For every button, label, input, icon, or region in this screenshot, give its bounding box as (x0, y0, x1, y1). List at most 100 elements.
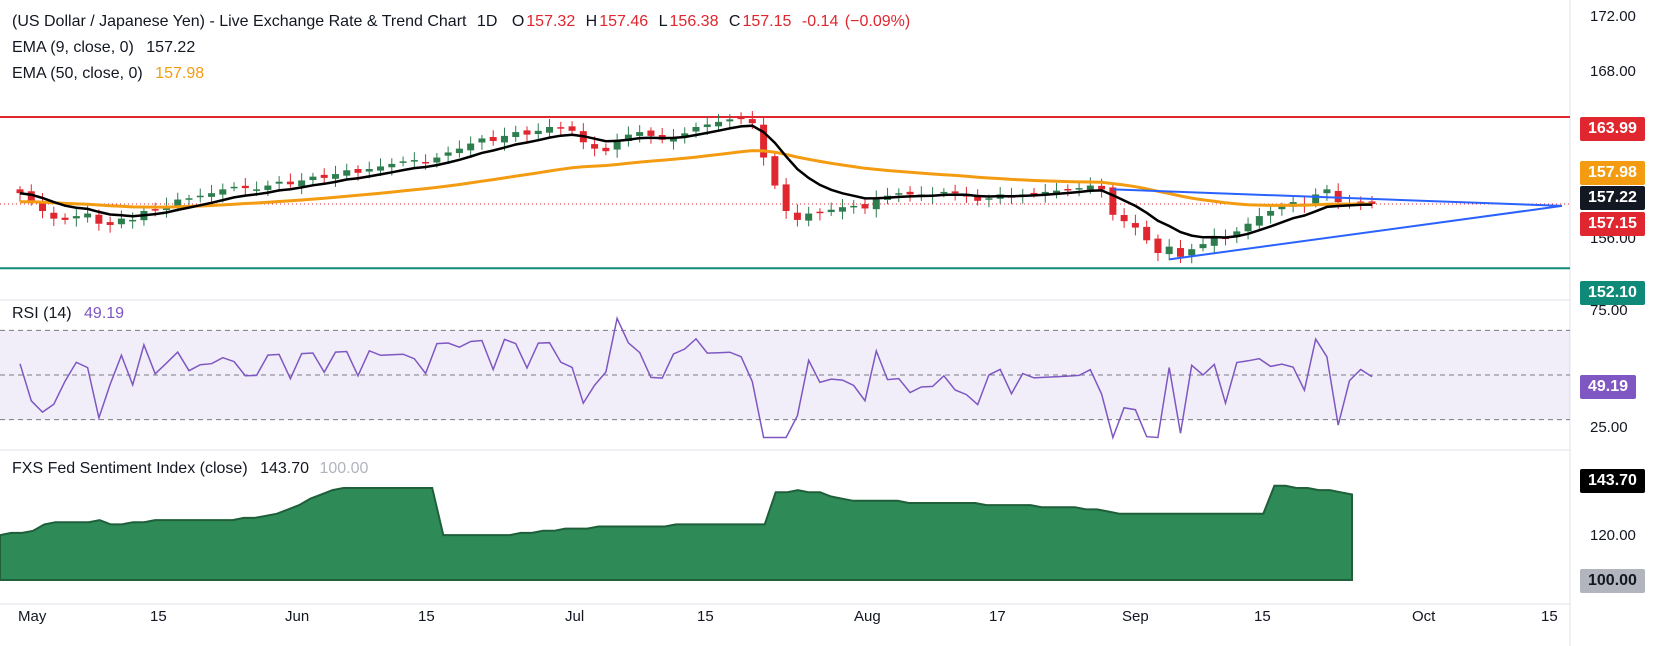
candle-body (331, 174, 339, 179)
candle-body (478, 138, 486, 143)
candle-body (985, 198, 993, 200)
candle-body (782, 184, 790, 211)
candle-body (850, 205, 858, 208)
candle-body (613, 139, 621, 150)
candle-body (1267, 211, 1275, 216)
candle-body (50, 212, 58, 219)
candle-body (974, 195, 982, 201)
candle-body (591, 144, 599, 149)
candle-body (827, 209, 835, 213)
x-label-jun: Jun (285, 608, 310, 625)
candle-body (1030, 192, 1038, 195)
fxs-tick-120: 120.00 (1590, 527, 1636, 544)
candle-body (1323, 189, 1331, 194)
candle-body (264, 185, 272, 190)
candle-body (208, 193, 216, 197)
candle-body (669, 137, 677, 142)
candle-body (1210, 236, 1218, 246)
fxs-area (0, 484, 1353, 581)
candle-body (872, 198, 880, 210)
candle-body (512, 132, 520, 137)
candle-body (117, 218, 125, 225)
candle-body (253, 189, 261, 191)
x-label-oct: Oct (1412, 608, 1436, 625)
candle-body (354, 168, 362, 173)
candle-body (298, 180, 306, 187)
candle-body (1278, 205, 1286, 210)
candle-body (1053, 190, 1061, 194)
candle-body (737, 117, 745, 120)
candle-body (1041, 191, 1049, 195)
triangle-upper-line (1112, 188, 1563, 207)
x-label-aug-17: 17 (989, 608, 1006, 625)
ema9-legend[interactable]: EMA (9, close, 0) 157.22 (12, 39, 197, 57)
x-label-sep: Sep (1122, 608, 1149, 625)
candle-body (636, 132, 644, 136)
candle-body (906, 191, 914, 195)
candle-body (1199, 244, 1207, 249)
candle-body (523, 130, 531, 135)
candle-body (760, 124, 768, 158)
candle-body (1098, 185, 1106, 190)
candle-body (838, 207, 846, 212)
candle-body (399, 161, 407, 163)
ohlc-change-pct: (−0.09%) (844, 13, 911, 30)
close-price-tag: 157.15 (1580, 212, 1645, 236)
candle-body (715, 121, 723, 127)
candle-body (602, 147, 610, 152)
candle-body (1109, 187, 1117, 215)
triangle-lower-line (1169, 204, 1563, 261)
candle-body (1143, 226, 1151, 241)
candle-body (1165, 246, 1173, 255)
candle-body (546, 127, 554, 133)
candle-body (455, 148, 463, 154)
candle-body (106, 222, 114, 225)
candle-body (1233, 231, 1241, 238)
candle-body (726, 119, 734, 122)
rsi-tick-75: 75.00 (1590, 302, 1628, 319)
chart-interval[interactable]: 1D (476, 13, 498, 30)
rsi-legend[interactable]: RSI (14) 49.19 (12, 305, 126, 323)
candle-body (1188, 249, 1196, 256)
chart-legend-title: (US Dollar / Japanese Yen) - Live Exchan… (12, 13, 912, 31)
ohlc-low-label: L (658, 13, 668, 30)
ema9-line (19, 124, 1373, 239)
rsi-tick-25: 25.00 (1590, 419, 1628, 436)
candle-body (286, 181, 294, 185)
ohlc-open: 157.32 (526, 13, 576, 30)
candle-body (647, 130, 655, 136)
candle-body (1312, 194, 1320, 204)
candle-body (433, 157, 441, 163)
candle-body (365, 169, 373, 172)
candle-body (16, 189, 24, 194)
candle-body (241, 185, 249, 189)
x-label-jun-15: 15 (418, 608, 435, 625)
candle-body (388, 163, 396, 168)
candle-body (151, 209, 159, 211)
rsi-line (19, 316, 1373, 440)
candle-body (534, 130, 542, 135)
candle-body (95, 214, 103, 224)
ohlc-change: -0.14 (801, 13, 839, 30)
candle-body (940, 191, 948, 194)
candle-body (219, 189, 227, 195)
x-label-jul: Jul (565, 608, 585, 625)
ema9-value: 157.22 (146, 39, 196, 56)
ema50-legend[interactable]: EMA (50, close, 0) 157.98 (12, 65, 206, 83)
candle-body (1064, 189, 1072, 191)
ohlc-high-label: H (585, 13, 598, 30)
candle-body (681, 133, 689, 138)
candle-body (489, 137, 497, 141)
ema50-line (20, 149, 1372, 209)
candle-body (771, 156, 779, 186)
candle-body (1075, 188, 1083, 190)
price-tick-168: 168.00 (1590, 63, 1636, 80)
candle-body (805, 213, 813, 221)
fxs-legend[interactable]: FXS Fed Sentiment Index (close) 143.70 1… (12, 460, 370, 478)
candle-body (61, 217, 69, 220)
rsi-value: 49.19 (84, 305, 125, 322)
candle-body (422, 161, 430, 164)
candle-body (703, 124, 711, 128)
support-price-tag: 152.10 (1580, 281, 1645, 305)
ema50-value: 157.98 (155, 65, 205, 82)
